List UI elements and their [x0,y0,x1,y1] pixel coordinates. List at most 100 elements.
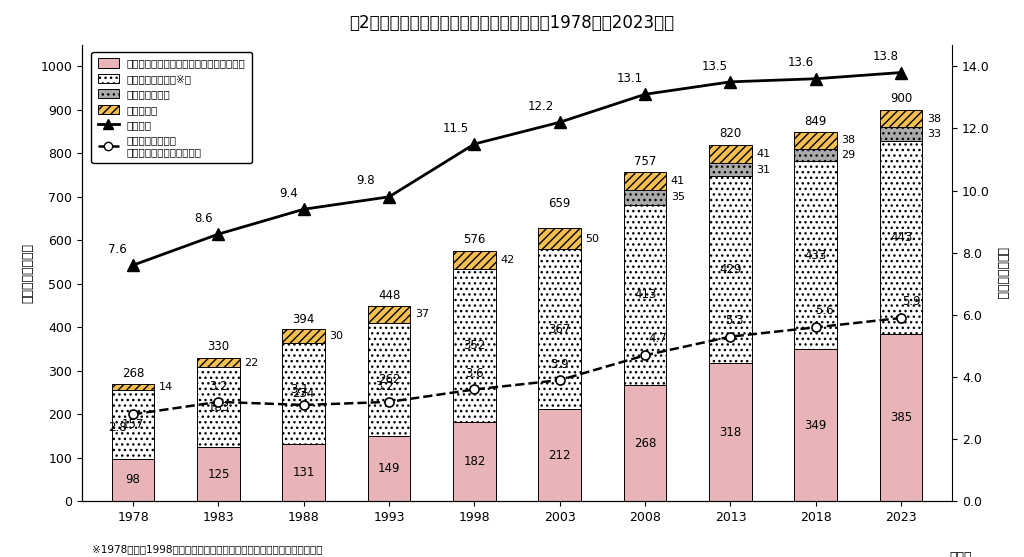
Text: 349: 349 [805,419,827,432]
Text: 413: 413 [634,289,656,301]
Text: 3.2: 3.2 [376,380,394,393]
Text: 234: 234 [293,387,315,400]
Text: 図2　空き家数及び空き家率の推移－全国（1978年～2023年）: 図2 空き家数及び空き家率の推移－全国（1978年～2023年） [349,14,675,32]
Bar [880,127,923,141]
Text: 433: 433 [805,249,827,262]
Text: 2.8: 2.8 [109,421,127,433]
Bar [112,390,155,458]
Text: 3.6: 3.6 [465,367,483,380]
Text: 576: 576 [463,233,485,246]
Text: 149: 149 [378,462,400,475]
Bar [454,422,496,501]
Bar [539,228,582,250]
Text: 38: 38 [927,114,941,124]
Text: 268: 268 [122,368,144,380]
Text: 50: 50 [586,233,599,243]
Text: 659: 659 [549,197,571,211]
Bar [710,145,752,163]
Text: 22: 22 [244,358,258,368]
Text: （年）: （年） [949,551,972,557]
Text: 330: 330 [208,340,229,353]
Text: 37: 37 [415,310,429,320]
Text: 14: 14 [159,382,173,392]
Text: 183: 183 [207,400,229,414]
Bar [624,172,667,190]
Text: 5.6: 5.6 [815,304,834,317]
Text: 13.1: 13.1 [616,72,643,85]
Bar [880,141,923,334]
Text: 352: 352 [463,339,485,352]
Bar [624,385,667,501]
Text: 429: 429 [719,263,741,276]
Bar [283,444,326,501]
Text: 31: 31 [756,165,770,175]
Text: 182: 182 [463,455,485,468]
Text: 98: 98 [126,473,140,486]
Text: 394: 394 [293,312,315,325]
Bar [539,409,582,501]
Text: 4.7: 4.7 [648,333,668,345]
Text: 12.2: 12.2 [528,100,554,113]
Bar [368,437,411,501]
Text: 262: 262 [378,373,400,386]
Bar [795,349,838,501]
Bar [880,110,923,127]
Text: 268: 268 [634,437,656,449]
Bar [795,132,838,149]
Bar [197,447,240,501]
Bar [197,367,240,447]
Bar [454,269,496,422]
Text: 8.6: 8.6 [194,212,212,225]
Text: 9.4: 9.4 [280,187,298,200]
Text: 38: 38 [842,135,855,145]
Text: 157: 157 [122,418,144,431]
Text: 3.9: 3.9 [551,358,569,371]
Bar [539,250,582,409]
Bar [624,205,667,385]
Text: 13.6: 13.6 [787,56,813,70]
Text: 41: 41 [671,176,685,186]
Text: 3.2: 3.2 [209,380,227,393]
Legend: 賃貸・売却用及び二次的住宅を除く空き家, 賃貸用の空き家（※）, 売却用の空き家, 二次的住宅, 空き家率, 賃貸・売却用及び
二次的住宅を除く空き家率: 賃貸・売却用及び二次的住宅を除く空き家, 賃貸用の空き家（※）, 売却用の空き家… [91,52,252,163]
Bar [710,177,752,363]
Text: 41: 41 [756,149,770,159]
Text: 13.5: 13.5 [702,60,728,72]
Text: 367: 367 [549,323,571,336]
Text: 3.1: 3.1 [290,383,309,396]
Text: 5.3: 5.3 [725,314,744,327]
Text: 757: 757 [634,155,656,168]
Bar [112,384,155,390]
Bar [880,334,923,501]
Bar [283,343,326,444]
Text: 820: 820 [719,127,741,140]
Text: ※1978年から1998年までは、賃貸用の空き家に売却用の空き家を含む。: ※1978年から1998年までは、賃貸用の空き家に売却用の空き家を含む。 [92,544,323,554]
Bar [710,163,752,177]
Text: 385: 385 [890,411,912,424]
Text: 5.9: 5.9 [902,295,921,308]
Text: 9.8: 9.8 [356,174,375,188]
Bar [368,323,411,437]
Text: 131: 131 [293,466,315,480]
Bar [283,330,326,343]
Text: 11.5: 11.5 [442,121,469,135]
Text: 13.8: 13.8 [872,50,899,63]
Text: 849: 849 [805,115,827,128]
Bar [710,363,752,501]
Bar [197,358,240,367]
Text: 33: 33 [927,129,941,139]
Bar [368,306,411,323]
Text: 448: 448 [378,289,400,302]
Bar [795,149,838,161]
Text: 7.6: 7.6 [109,243,127,256]
Bar [454,251,496,269]
Y-axis label: 空き家率（％）: 空き家率（％） [995,247,1009,299]
Text: 125: 125 [207,468,229,481]
Text: 30: 30 [330,331,343,341]
Bar [112,458,155,501]
Text: 42: 42 [500,255,514,265]
Bar [624,190,667,205]
Bar [795,161,838,349]
Text: 35: 35 [671,193,685,202]
Text: 900: 900 [890,92,912,105]
Text: 443: 443 [890,231,912,244]
